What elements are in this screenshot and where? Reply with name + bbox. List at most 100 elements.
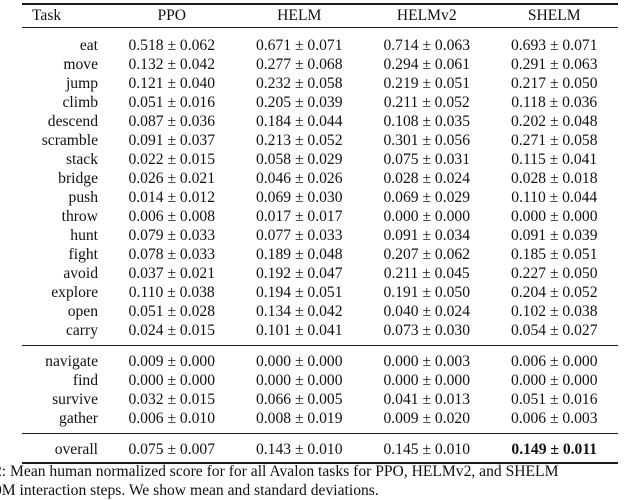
ppo-score-cell: 0.121 ± 0.040	[128, 75, 216, 92]
helmv2-score-cell: 0.211 ± 0.052	[383, 94, 470, 111]
helmv2-score-cell: 0.108 ± 0.035	[383, 113, 471, 130]
helmv2-score-cell: 0.219 ± 0.051	[383, 75, 471, 92]
shelm-score-cell: 0.185 ± 0.051	[510, 246, 598, 263]
shelm-score-cell: 0.204 ± 0.052	[510, 284, 598, 301]
group-gap	[22, 428, 618, 440]
header-task: Task	[32, 7, 62, 24]
caption-line-1: 2: Mean human normalized score for for a…	[0, 463, 559, 480]
table-row: gather 0.006 ± 0.010 0.008 ± 0.019 0.009 ± …	[22, 409, 618, 428]
table-caption: 2: Mean human normalized score for for a…	[0, 462, 640, 500]
helm-score-cell: 0.000 ± 0.000	[255, 353, 343, 370]
ppo-score-cell: 0.009 ± 0.000	[128, 353, 216, 370]
shelm-score-cell: 0.102 ± 0.038	[510, 303, 598, 320]
table-row: hunt 0.079 ± 0.033 0.077 ± 0.033 0.091 ± 0.…	[22, 226, 618, 245]
table-row: stack 0.022 ± 0.015 0.058 ± 0.029 0.075 ± 0…	[22, 150, 618, 169]
helm-score-cell: 0.143 ± 0.010	[255, 441, 343, 458]
helmv2-score-cell: 0.211 ± 0.045	[383, 265, 470, 282]
overall-row: overall 0.075 ± 0.007 0.143 ± 0.010 0.145 ±…	[22, 440, 618, 459]
helmv2-score-cell: 0.073 ± 0.030	[383, 322, 471, 339]
shelm-score-cell: 0.202 ± 0.048	[510, 113, 598, 130]
task-name-cell: overall	[54, 441, 98, 458]
helmv2-score-cell: 0.069 ± 0.029	[383, 189, 471, 206]
helmv2-score-cell: 0.000 ± 0.003	[383, 353, 471, 370]
ppo-score-cell: 0.087 ± 0.036	[128, 113, 216, 130]
ppo-score-cell: 0.024 ± 0.015	[128, 322, 216, 339]
ppo-score-cell: 0.079 ± 0.033	[128, 227, 216, 244]
helm-score-cell: 0.008 ± 0.019	[255, 410, 343, 427]
ppo-score-cell: 0.006 ± 0.010	[128, 410, 216, 427]
shelm-score-cell: 0.149 ± 0.011	[511, 441, 598, 458]
helm-score-cell: 0.213 ± 0.052	[255, 132, 343, 149]
shelm-score-cell: 0.217 ± 0.050	[510, 75, 598, 92]
helmv2-score-cell: 0.091 ± 0.034	[383, 227, 471, 244]
helmv2-score-cell: 0.000 ± 0.000	[383, 208, 471, 225]
table-row: open 0.051 ± 0.028 0.134 ± 0.042 0.040 ± 0.…	[22, 302, 618, 321]
shelm-score-cell: 0.110 ± 0.044	[511, 189, 598, 206]
task-name-cell: bridge	[58, 170, 98, 187]
helmv2-score-cell: 0.041 ± 0.013	[383, 391, 471, 408]
table-row: throw 0.006 ± 0.008 0.017 ± 0.017 0.000 ± 0…	[22, 207, 618, 226]
table-row: bridge 0.026 ± 0.021 0.046 ± 0.026 0.028 ± …	[22, 169, 618, 188]
header-helm: HELM	[277, 7, 322, 24]
shelm-score-cell: 0.227 ± 0.050	[510, 265, 598, 282]
helm-score-cell: 0.277 ± 0.068	[255, 56, 343, 73]
helm-score-cell: 0.066 ± 0.005	[255, 391, 343, 408]
ppo-score-cell: 0.037 ± 0.021	[128, 265, 216, 282]
helmv2-score-cell: 0.000 ± 0.000	[383, 372, 471, 389]
table-row: explore 0.110 ± 0.038 0.194 ± 0.051 0.191 ±…	[22, 283, 618, 302]
helmv2-score-cell: 0.207 ± 0.062	[383, 246, 471, 263]
helmv2-score-cell: 0.294 ± 0.061	[383, 56, 471, 73]
shelm-score-cell: 0.115 ± 0.041	[511, 151, 598, 168]
helm-score-cell: 0.194 ± 0.051	[255, 284, 343, 301]
shelm-score-cell: 0.006 ± 0.000	[510, 353, 598, 370]
shelm-score-cell: 0.291 ± 0.063	[510, 56, 598, 73]
results-body: eat 0.518 ± 0.062 0.671 ± 0.071 0.714 ± 0.0…	[22, 26, 618, 459]
helm-score-cell: 0.101 ± 0.041	[255, 322, 343, 339]
ppo-score-cell: 0.006 ± 0.008	[128, 208, 216, 225]
task-name-cell: gather	[59, 410, 98, 427]
task-name-cell: navigate	[45, 353, 98, 370]
table-row: descend 0.087 ± 0.036 0.184 ± 0.044 0.108 ±…	[22, 112, 618, 131]
task-name-cell: push	[68, 189, 98, 206]
task-name-cell: explore	[51, 284, 98, 301]
table-row: move 0.132 ± 0.042 0.277 ± 0.068 0.294 ± 0.…	[22, 55, 618, 74]
bottom-rule	[22, 462, 618, 464]
helm-score-cell: 0.192 ± 0.047	[255, 265, 343, 282]
ppo-score-cell: 0.022 ± 0.015	[128, 151, 216, 168]
table-row: find 0.000 ± 0.000 0.000 ± 0.000 0.000 ± 0.…	[22, 371, 618, 390]
task-name-cell: jump	[65, 75, 98, 92]
header-shelm: SHELM	[527, 7, 581, 24]
ppo-score-cell: 0.075 ± 0.007	[128, 441, 216, 458]
header-helmv2: HELMv2	[396, 7, 457, 24]
caption-line-2: 0M interaction steps. We show mean and s…	[0, 482, 379, 499]
helm-score-cell: 0.077 ± 0.033	[255, 227, 343, 244]
header-ppo: PPO	[157, 7, 187, 24]
helm-score-cell: 0.134 ± 0.042	[255, 303, 343, 320]
shelm-score-cell: 0.051 ± 0.016	[510, 391, 598, 408]
header-rule	[22, 27, 618, 28]
group-gap	[22, 340, 618, 352]
group-separator-rule	[22, 345, 618, 346]
shelm-score-cell: 0.000 ± 0.000	[510, 208, 598, 225]
table-row: carry 0.024 ± 0.015 0.101 ± 0.041 0.073 ± 0…	[22, 321, 618, 340]
task-name-cell: survive	[52, 391, 98, 408]
helmv2-score-cell: 0.714 ± 0.063	[383, 37, 471, 54]
top-rule	[22, 3, 618, 5]
table-row: climb 0.051 ± 0.016 0.205 ± 0.039 0.211 ± 0…	[22, 93, 618, 112]
helm-score-cell: 0.058 ± 0.029	[255, 151, 343, 168]
task-name-cell: eat	[79, 37, 98, 54]
table-row: avoid 0.037 ± 0.021 0.192 ± 0.047 0.211 ± 0…	[22, 264, 618, 283]
table-row: survive 0.032 ± 0.015 0.066 ± 0.005 0.041 ±…	[22, 390, 618, 409]
task-name-cell: stack	[65, 151, 98, 168]
helm-score-cell: 0.069 ± 0.030	[255, 189, 343, 206]
shelm-score-cell: 0.091 ± 0.039	[510, 227, 598, 244]
helm-score-cell: 0.046 ± 0.026	[255, 170, 343, 187]
task-name-cell: scramble	[41, 132, 98, 149]
results-table: Task PPO HELM HELMv2 SHELM eat 0.518 ± 0.…	[22, 5, 618, 459]
ppo-score-cell: 0.000 ± 0.000	[128, 372, 216, 389]
table-row: scramble 0.091 ± 0.037 0.213 ± 0.052 0.301 …	[22, 131, 618, 150]
shelm-score-cell: 0.000 ± 0.000	[510, 372, 598, 389]
ppo-score-cell: 0.091 ± 0.037	[128, 132, 216, 149]
helm-score-cell: 0.017 ± 0.017	[255, 208, 343, 225]
helmv2-score-cell: 0.301 ± 0.056	[383, 132, 471, 149]
